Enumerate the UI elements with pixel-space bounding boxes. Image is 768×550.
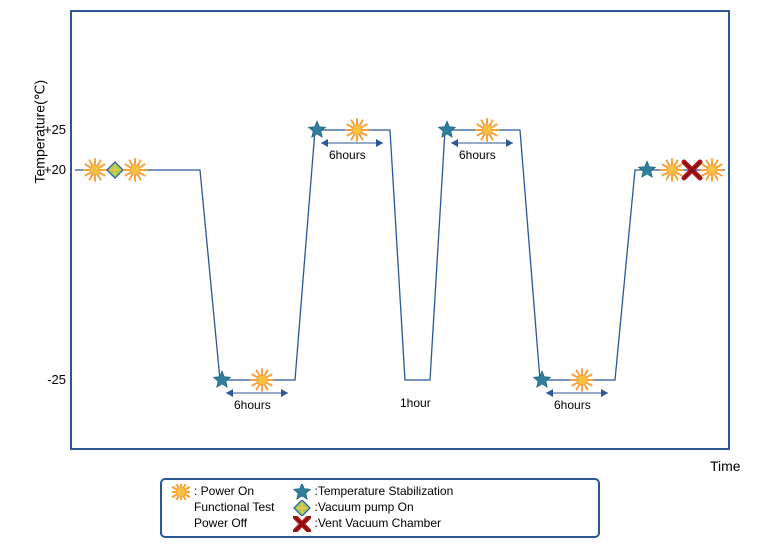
xmark-icon [293,516,311,532]
legend-row: :Vacuum pump On [293,500,454,516]
legend-text: :Temperature Stabilization [315,484,454,500]
ytick: -25 [26,372,66,387]
ytick: +25 [26,122,66,137]
legend-col-2: :Temperature Stabilization:Vacuum pump O… [293,484,454,532]
legend-row: Power Off [172,516,275,532]
legend-text: :Vent Vacuum Chamber [315,516,442,532]
legend-row: Functional Test [172,500,275,516]
spacer-icon [172,516,190,532]
dim-label: 6hours [554,398,591,412]
legend-row: :Vent Vacuum Chamber [293,516,454,532]
legend-row: : Power On [172,484,275,500]
dim-label: 6hours [234,398,271,412]
legend-col-1: : Power On Functional Test Power Off [172,484,275,532]
star-icon [293,484,311,500]
legend-text: Functional Test [194,500,275,516]
sun-icon [172,484,190,500]
annotation: 1hour [400,396,431,410]
spacer-icon [172,500,190,516]
plot-svg [0,0,768,550]
legend: : Power On Functional Test Power Off :Te… [160,478,600,538]
dim-label: 6hours [459,148,496,162]
legend-text: Power Off [194,516,247,532]
dim-label: 6hours [329,148,366,162]
ytick: +20 [26,162,66,177]
diamond-icon [293,500,311,516]
legend-text: : Power On [194,484,254,500]
legend-text: :Vacuum pump On [315,500,414,516]
legend-row: :Temperature Stabilization [293,484,454,500]
